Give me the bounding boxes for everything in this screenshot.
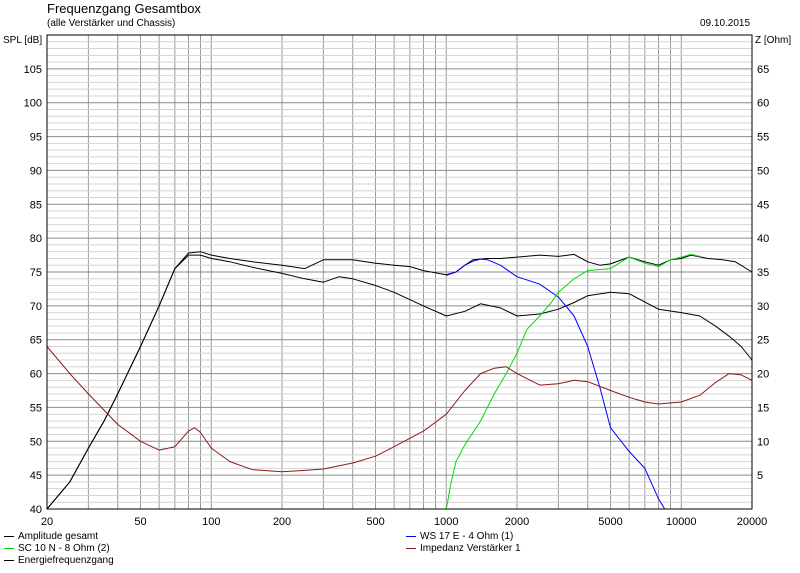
legend-label: Impedanz Verstärker 1 — [420, 543, 521, 554]
legend-item: SC 10 N - 8 Ohm (2) — [4, 543, 110, 554]
x-tick-label: 5000 — [598, 516, 622, 528]
y-tick-label-right: 5 — [757, 470, 763, 482]
legend-item: WS 17 E - 4 Ohm (1) — [406, 531, 513, 542]
x-tick-label: 500 — [366, 516, 384, 528]
y-tick-label-left: 50 — [30, 436, 42, 448]
y-tick-label-right: 65 — [757, 64, 769, 76]
legend-swatch — [4, 559, 14, 561]
legend-item: Impedanz Verstärker 1 — [406, 543, 521, 554]
x-tick-label: 100 — [202, 516, 220, 528]
y-tick-label-left: 75 — [30, 267, 42, 279]
y-tick-label-left: 40 — [30, 504, 42, 516]
y-tick-label-right: 55 — [757, 132, 769, 144]
y-tick-label-right: 45 — [757, 199, 769, 211]
y-axis-label-right: Z [Ohm] — [755, 35, 792, 46]
legend-label: Amplitude gesamt — [18, 531, 99, 542]
y-tick-label-right: 20 — [757, 369, 769, 381]
y-tick-label-right: 15 — [757, 402, 769, 414]
series-line-3 — [47, 253, 701, 510]
y-tick-label-left: 60 — [30, 369, 42, 381]
legend-label: Energiefrequenzgang — [18, 555, 114, 566]
chart-title: Frequenzgang Gesamtbox — [47, 1, 201, 16]
series-line-1 — [46, 254, 753, 510]
x-tick-label: 20000 — [737, 516, 768, 528]
chart-date: 09.10.2015 — [700, 18, 751, 29]
x-tick-label: 50 — [134, 516, 146, 528]
x-tick-label: 2000 — [505, 516, 529, 528]
series-line-4 — [46, 346, 753, 473]
y-tick-label-left: 105 — [24, 64, 42, 76]
y-tick-label-left: 95 — [30, 132, 42, 144]
legend-item: Energiefrequenzgang — [4, 555, 114, 566]
y-tick-label-left: 45 — [30, 470, 42, 482]
x-tick-label: 1000 — [434, 516, 458, 528]
y-tick-label-right: 60 — [757, 98, 769, 110]
legend-label: SC 10 N - 8 Ohm (2) — [18, 543, 110, 554]
y-tick-label-right: 35 — [757, 267, 769, 279]
legend-item: Amplitude gesamt — [4, 531, 98, 542]
series-line-2 — [446, 258, 666, 510]
x-tick-label: 20 — [41, 516, 53, 528]
y-tick-label-right: 50 — [757, 165, 769, 177]
legend-swatch — [406, 547, 416, 549]
y-tick-label-right: 25 — [757, 335, 769, 347]
y-axis-label-left: SPL [dB] — [3, 35, 43, 46]
y-tick-label-right: 30 — [757, 301, 769, 313]
y-tick-label-left: 90 — [30, 165, 42, 177]
y-tick-label-left: 100 — [24, 98, 42, 110]
y-tick-label-left: 65 — [30, 335, 42, 347]
y-tick-label-right: 10 — [757, 436, 769, 448]
y-tick-label-left: 85 — [30, 199, 42, 211]
x-tick-label: 10000 — [666, 516, 697, 528]
legend-swatch — [406, 535, 416, 537]
legend-swatch — [4, 535, 14, 537]
legend-swatch — [4, 547, 14, 549]
plot-frame — [46, 34, 753, 510]
legend-label: WS 17 E - 4 Ohm (1) — [420, 531, 514, 542]
y-tick-label-right: 40 — [757, 233, 769, 245]
y-tick-label-left: 80 — [30, 233, 42, 245]
chart-subtitle: (alle Verstärker und Chassis) — [47, 18, 176, 29]
x-tick-label: 200 — [273, 516, 291, 528]
y-tick-label-left: 55 — [30, 402, 42, 414]
y-tick-label-left: 70 — [30, 301, 42, 313]
